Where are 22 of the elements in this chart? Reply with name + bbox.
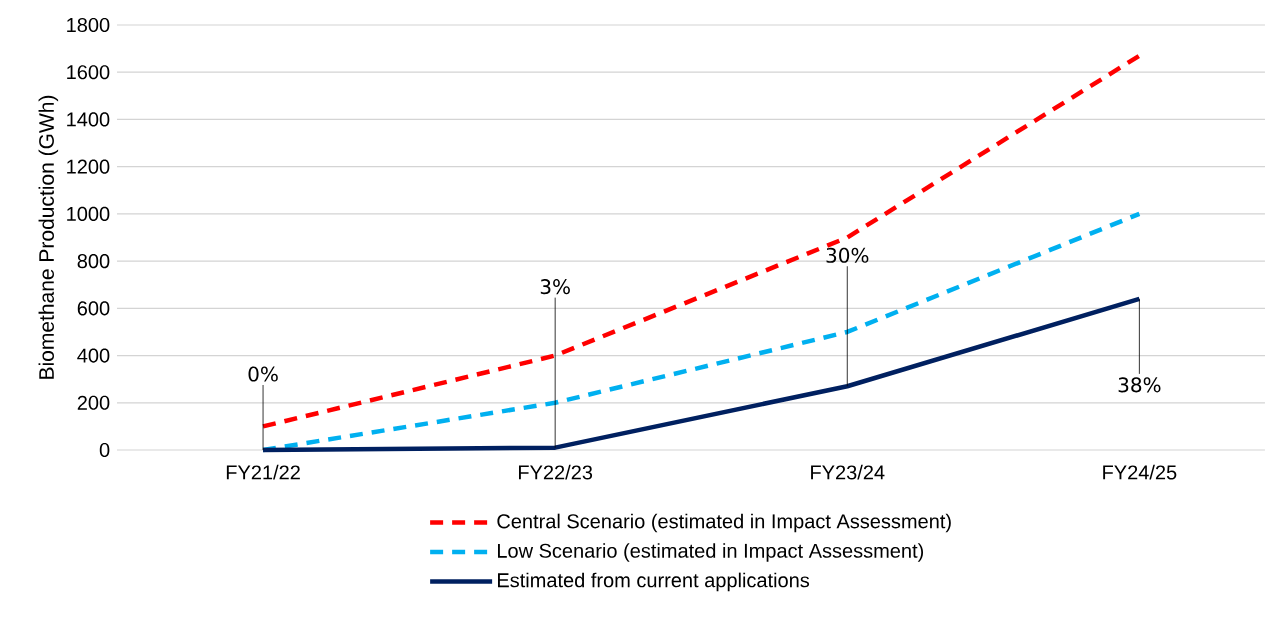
y-tick-label: 200 [77, 395, 110, 410]
y-tick-label: 1200 [67, 159, 110, 174]
annotation: 38% [1118, 377, 1161, 393]
annotation: 0% [248, 366, 278, 382]
y-tick-label: 1400 [67, 112, 110, 127]
legend-label: Estimated from current applications [498, 572, 810, 592]
y-axis-title: Biomethane Production (GWh) [38, 95, 59, 379]
x-tick-label: FY24/25 [1103, 464, 1177, 480]
x-tick-label: FY23/24 [811, 464, 885, 480]
y-tick-label: 800 [77, 254, 110, 269]
legend-label: Central Scenario (estimated in Impact Assessment) [497, 513, 951, 533]
annotation: 30% [826, 247, 869, 263]
y-tick-label: 1600 [67, 65, 110, 80]
y-tick-label: 600 [77, 301, 110, 316]
y-tick-label: 0 [99, 442, 110, 458]
legend-label: Low Scenario (estimated in Impact Assessment) [498, 543, 924, 562]
annotation: 3% [540, 279, 570, 295]
y-tick-label: 1000 [67, 206, 110, 221]
x-tick-label: FY22/23 [519, 464, 593, 480]
y-tick-label: 400 [77, 348, 110, 363]
x-tick-label: FY21/22 [226, 464, 300, 480]
y-tick-label: 1800 [67, 17, 110, 33]
